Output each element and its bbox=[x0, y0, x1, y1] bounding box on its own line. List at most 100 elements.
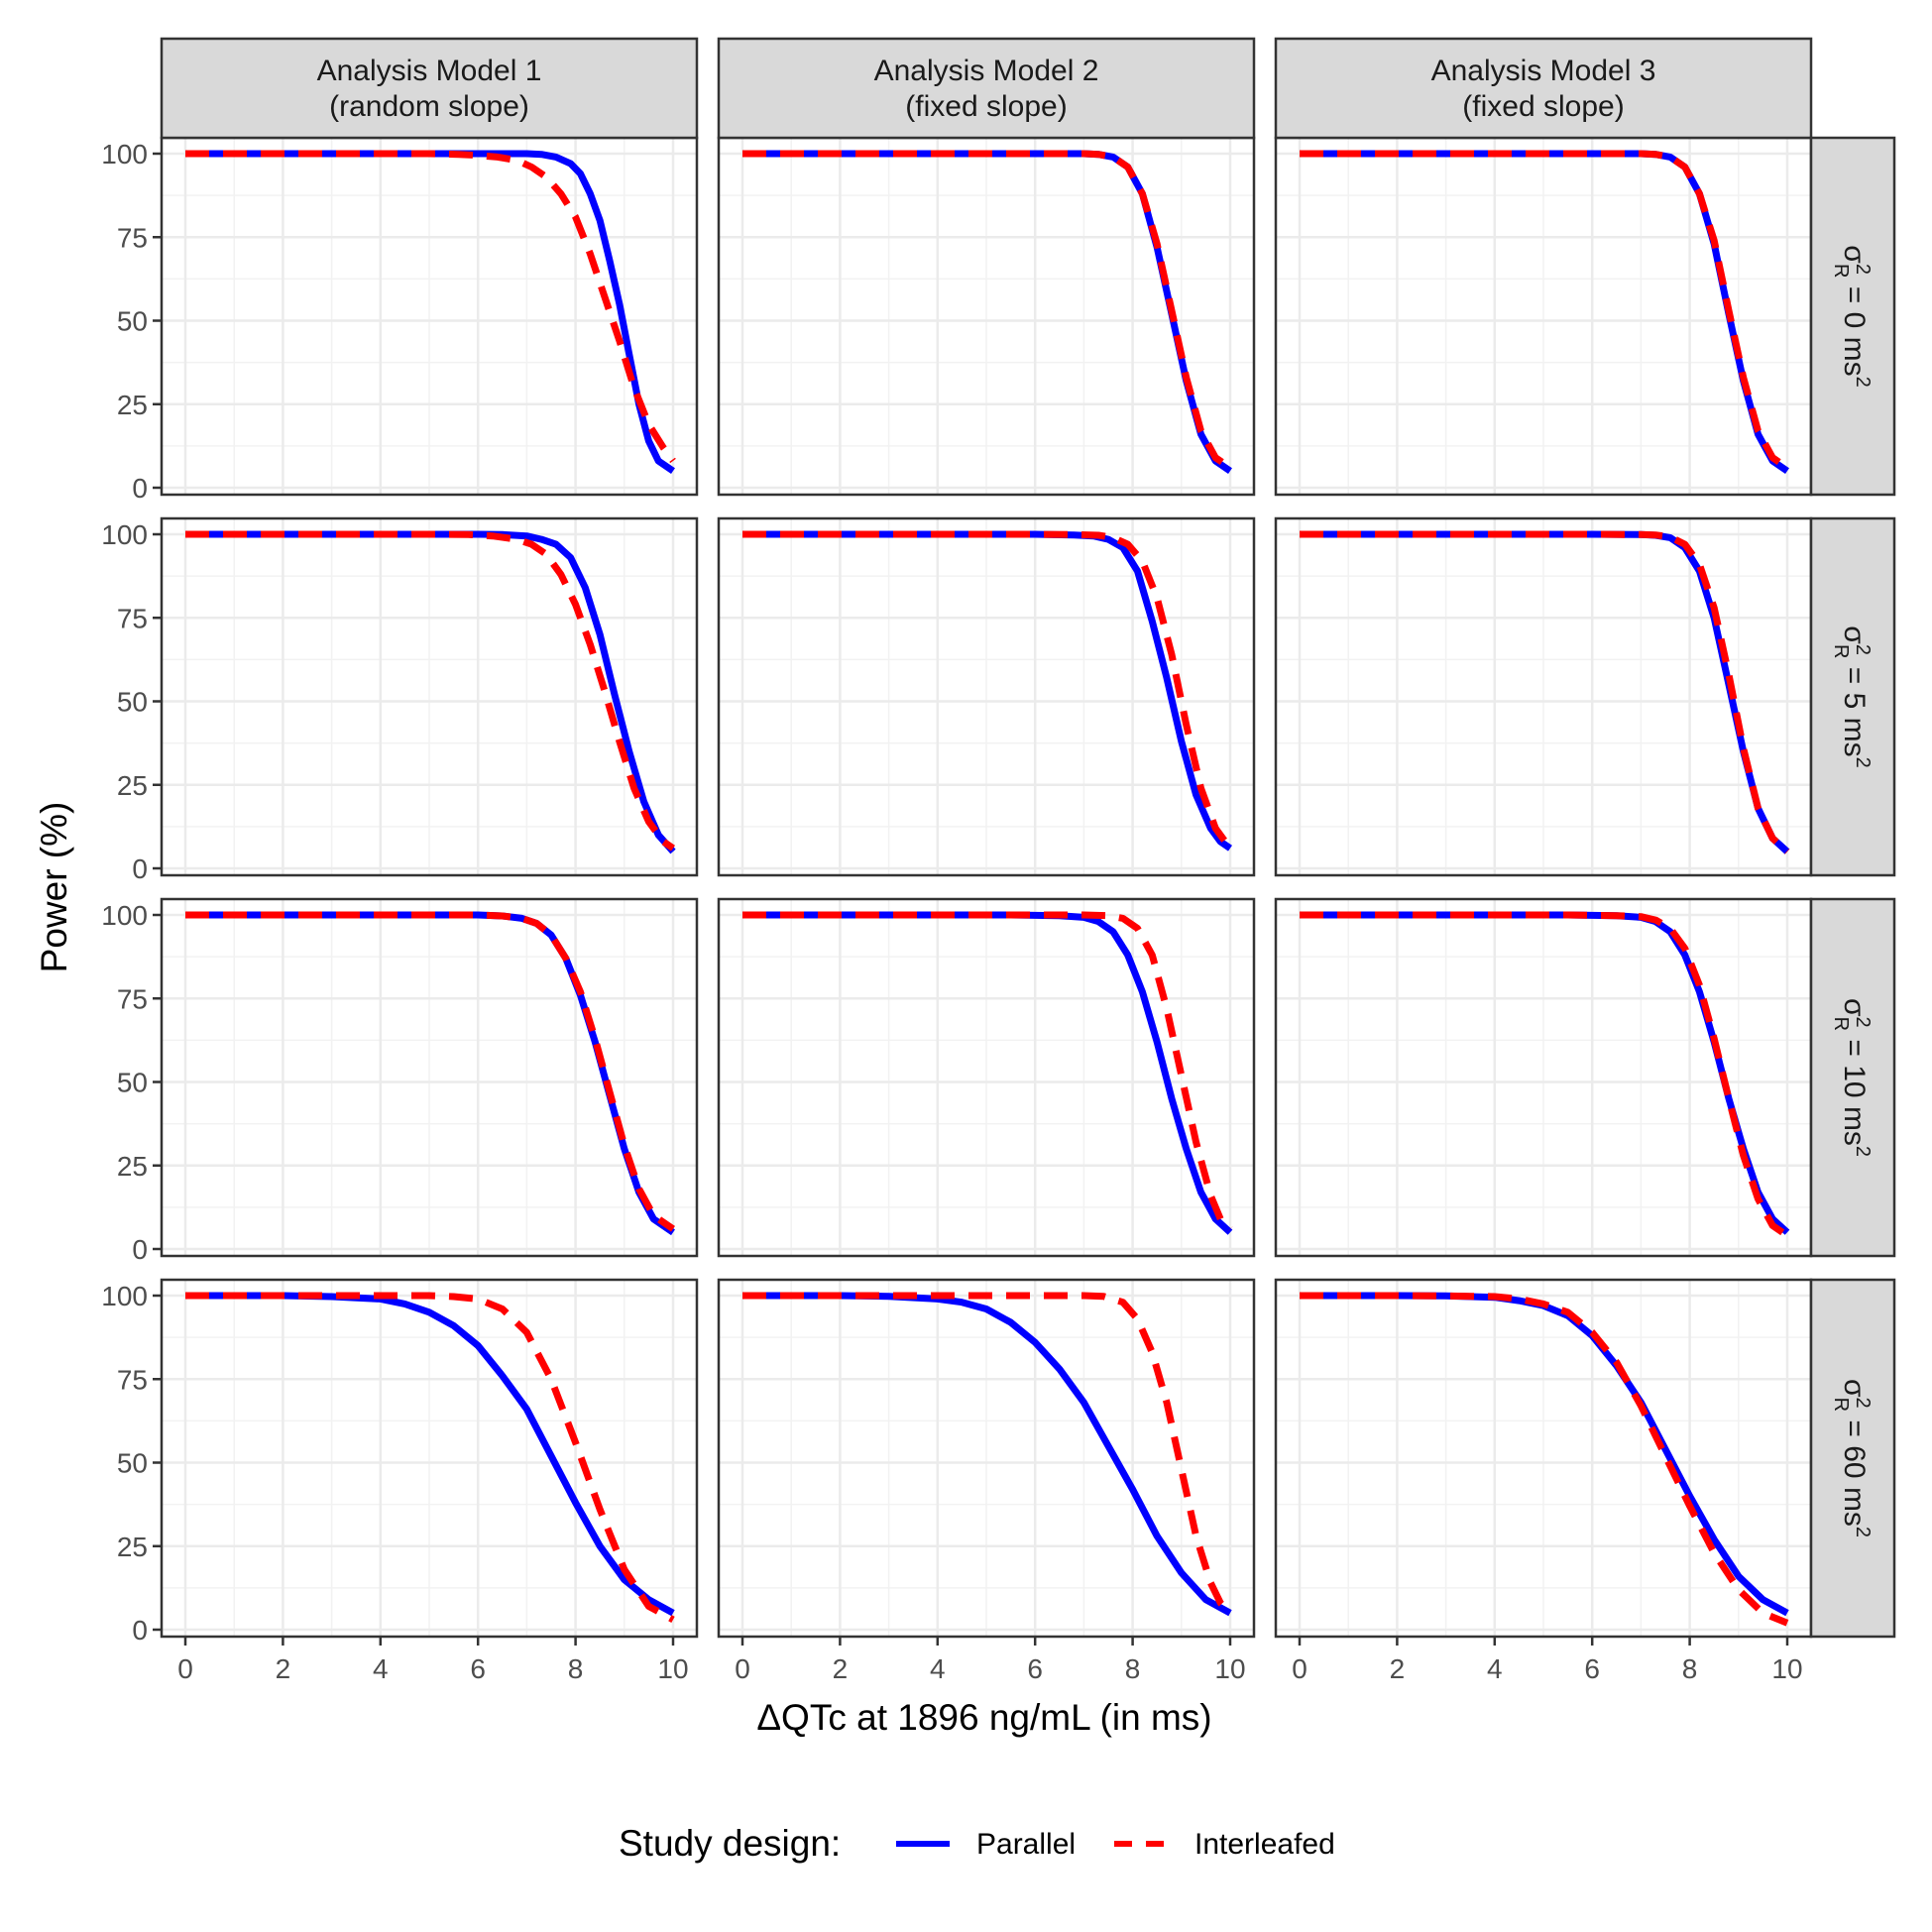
legend-label-parallel: Parallel bbox=[976, 1828, 1076, 1861]
panel-border bbox=[717, 1278, 1256, 1639]
panel-border bbox=[160, 516, 699, 877]
y-tick-label: 100 bbox=[101, 519, 148, 550]
column-strip-1: Analysis Model 1(random slope) bbox=[160, 37, 699, 140]
y-tick-label: 25 bbox=[117, 1532, 148, 1562]
series-line-interleafed bbox=[185, 150, 676, 464]
row-strip-box bbox=[1809, 1278, 1896, 1639]
panel-border bbox=[717, 516, 1256, 877]
panel-r3-c3 bbox=[1274, 897, 1813, 1258]
y-tick-label: 50 bbox=[117, 1448, 148, 1479]
row-strip-3: σ2R = 10 ms2 bbox=[1809, 897, 1896, 1258]
y-tick-label: 75 bbox=[117, 983, 148, 1014]
y-tick-label: 75 bbox=[117, 603, 148, 633]
x-tick-label: 4 bbox=[930, 1653, 946, 1684]
row-strip-label: σ2R = 10 ms2 bbox=[1830, 998, 1874, 1157]
row-strip-label: σ2R = 60 ms2 bbox=[1830, 1379, 1874, 1537]
series-line-interleafed bbox=[742, 150, 1232, 471]
y-tick-label: 100 bbox=[101, 900, 148, 931]
panel-r1-c1 bbox=[160, 136, 699, 497]
y-tick-label: 50 bbox=[117, 687, 148, 718]
axes-layer: 0255075100025507510002550751000255075100… bbox=[101, 139, 1802, 1684]
x-tick-label: 6 bbox=[1027, 1653, 1043, 1684]
x-tick-label: 8 bbox=[1682, 1653, 1698, 1684]
series-line-parallel bbox=[185, 530, 676, 854]
x-tick-label: 10 bbox=[1214, 1653, 1245, 1684]
row-strip-label: σ2R = 0 ms2 bbox=[1830, 245, 1874, 387]
series-line-interleafed bbox=[185, 911, 675, 1232]
column-strip-title: Analysis Model 2 bbox=[874, 55, 1099, 87]
y-tick-label: 25 bbox=[117, 770, 148, 801]
row-strip-box bbox=[1809, 897, 1896, 1258]
y-tick-label: 50 bbox=[117, 1068, 148, 1098]
row-strip-4: σ2R = 60 ms2 bbox=[1809, 1278, 1896, 1639]
y-tick-label: 0 bbox=[132, 853, 148, 884]
x-tick-label: 10 bbox=[657, 1653, 688, 1684]
panel-r4-c1 bbox=[160, 1278, 699, 1639]
row-strip-box bbox=[1809, 136, 1896, 497]
panel-r2-c3 bbox=[1274, 516, 1813, 877]
y-axis-title: Power (%) bbox=[34, 802, 74, 973]
panel-r3-c1 bbox=[160, 897, 699, 1258]
column-strip-box bbox=[1274, 37, 1813, 140]
panel-r1-c3 bbox=[1274, 136, 1813, 497]
series-line-interleafed bbox=[1300, 530, 1790, 854]
legend-title: Study design: bbox=[619, 1823, 841, 1864]
row-strip-box bbox=[1809, 516, 1896, 877]
y-tick-label: 75 bbox=[117, 222, 148, 253]
column-strip-title: Analysis Model 3 bbox=[1431, 55, 1656, 87]
panel-r1-c2 bbox=[717, 136, 1256, 497]
x-tick-label: 6 bbox=[1584, 1653, 1600, 1684]
x-tick-label: 4 bbox=[373, 1653, 389, 1684]
x-tick-label: 4 bbox=[1487, 1653, 1503, 1684]
row-strip-1: σ2R = 0 ms2 bbox=[1809, 136, 1896, 497]
panel-r4-c2 bbox=[717, 1278, 1256, 1639]
column-strip-box bbox=[160, 37, 699, 140]
y-tick-label: 25 bbox=[117, 1151, 148, 1182]
x-tick-label: 0 bbox=[177, 1653, 193, 1684]
series-line-interleafed bbox=[1300, 1292, 1789, 1627]
x-axis-title: ΔQTc at 1896 ng/mL (in ms) bbox=[756, 1697, 1211, 1738]
column-strip-subtitle: (fixed slope) bbox=[1462, 90, 1624, 123]
column-strip-subtitle: (random slope) bbox=[329, 90, 529, 123]
panel-border bbox=[160, 897, 699, 1258]
y-tick-label: 100 bbox=[101, 139, 148, 170]
panel-r2-c2 bbox=[717, 516, 1256, 877]
panel-border bbox=[160, 1278, 699, 1639]
x-tick-label: 2 bbox=[276, 1653, 291, 1684]
y-tick-label: 0 bbox=[132, 473, 148, 504]
column-strip-subtitle: (fixed slope) bbox=[905, 90, 1067, 123]
y-tick-label: 0 bbox=[132, 1234, 148, 1265]
column-strip-3: Analysis Model 3(fixed slope) bbox=[1274, 37, 1813, 140]
series-line-interleafed bbox=[185, 1292, 675, 1623]
x-tick-label: 8 bbox=[1125, 1653, 1141, 1684]
series-line-interleafed bbox=[742, 1292, 1233, 1616]
series-line-parallel bbox=[742, 530, 1232, 852]
legend-label-interleafed: Interleafed bbox=[1194, 1828, 1335, 1861]
x-tick-label: 6 bbox=[470, 1653, 486, 1684]
x-tick-label: 10 bbox=[1771, 1653, 1802, 1684]
series-line-interleafed bbox=[742, 911, 1233, 1232]
legend: Study design: Parallel Interleafed bbox=[619, 1823, 1335, 1864]
panel-r2-c1 bbox=[160, 516, 699, 877]
column-strip-box bbox=[717, 37, 1256, 140]
panel-border bbox=[717, 897, 1256, 1258]
y-tick-label: 0 bbox=[132, 1615, 148, 1646]
y-tick-label: 25 bbox=[117, 390, 148, 420]
row-strip-2: σ2R = 5 ms2 bbox=[1809, 516, 1896, 877]
x-tick-label: 8 bbox=[568, 1653, 584, 1684]
strips-layer: Analysis Model 1(random slope)Analysis M… bbox=[160, 37, 1896, 1639]
y-tick-label: 75 bbox=[117, 1364, 148, 1395]
panels-layer bbox=[160, 136, 1813, 1639]
y-tick-label: 100 bbox=[101, 1281, 148, 1311]
series-line-interleafed bbox=[1300, 150, 1789, 471]
series-line-interleafed bbox=[1300, 911, 1789, 1239]
x-tick-label: 2 bbox=[1390, 1653, 1406, 1684]
x-tick-label: 0 bbox=[735, 1653, 750, 1684]
column-strip-title: Analysis Model 1 bbox=[317, 55, 542, 87]
row-strip-label: σ2R = 5 ms2 bbox=[1830, 625, 1874, 767]
x-tick-label: 0 bbox=[1292, 1653, 1307, 1684]
panel-r3-c2 bbox=[717, 897, 1256, 1258]
panel-r4-c3 bbox=[1274, 1278, 1813, 1639]
series-line-interleafed bbox=[742, 530, 1233, 851]
